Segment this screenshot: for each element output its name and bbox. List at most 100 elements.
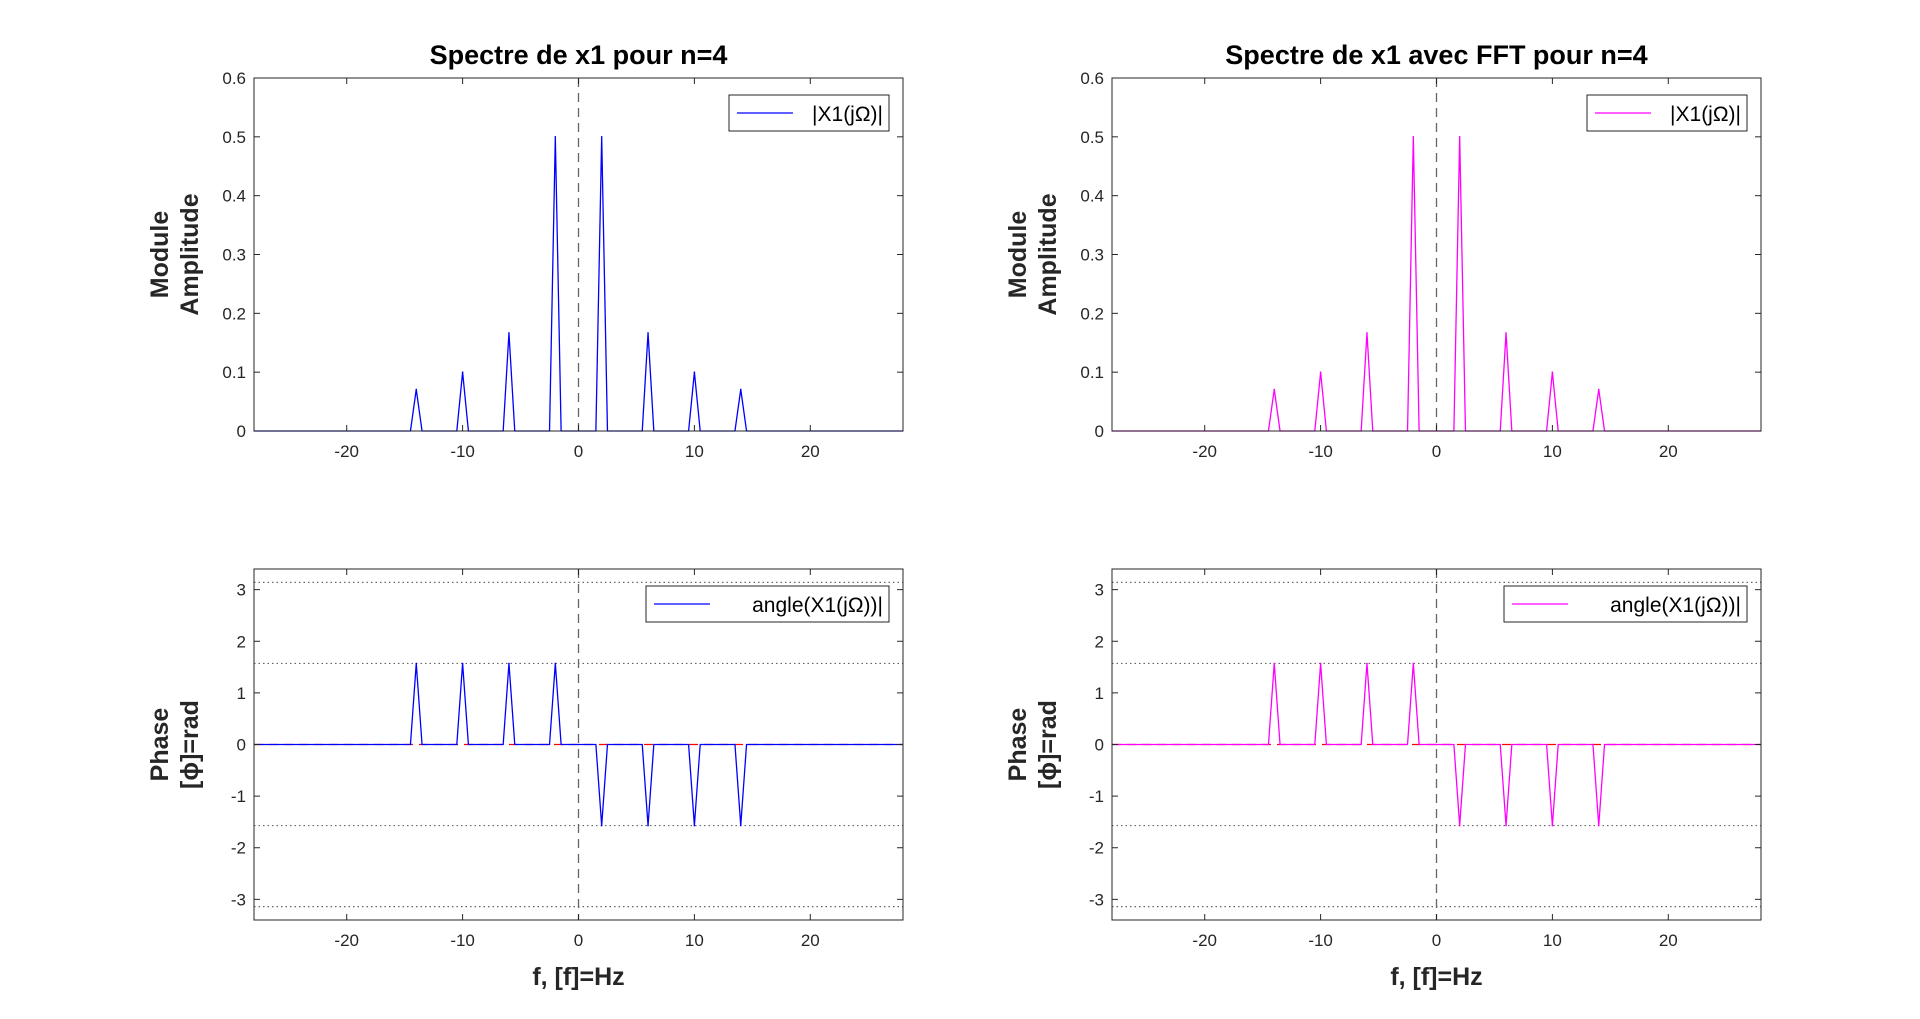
- y-tick-label: 0.3: [222, 246, 246, 265]
- y-tick-label: 0.4: [222, 187, 246, 206]
- data-point: [1366, 662, 1368, 665]
- y-tick-label: 1: [1095, 684, 1104, 703]
- x-tick-label: -10: [1308, 931, 1333, 950]
- y-tick-label: 0: [1095, 422, 1104, 441]
- y-tick-label: 0.2: [1080, 304, 1104, 323]
- y-tick-label: -2: [231, 839, 246, 858]
- legend-label: |X1(jΩ)|: [812, 103, 883, 126]
- data-point: [1273, 662, 1276, 665]
- data-point: [647, 332, 649, 334]
- plot-area: [1112, 78, 1761, 431]
- data-point: [1505, 332, 1507, 334]
- data-point: [1412, 662, 1415, 665]
- y-tick-label: 0.6: [1080, 69, 1104, 88]
- x-axis-label: f, [f]=Hz: [1390, 963, 1482, 991]
- y-axis-label-line: Module: [1004, 211, 1032, 299]
- data-point: [1412, 136, 1415, 138]
- x-tick-label: 0: [574, 931, 583, 950]
- data-point: [1505, 824, 1507, 827]
- y-axis-label-line: Phase: [1004, 708, 1032, 782]
- data-point: [693, 824, 696, 827]
- data-point: [1366, 332, 1368, 334]
- x-tick-label: 20: [801, 931, 820, 950]
- x-tick-label: 20: [801, 442, 820, 461]
- x-tick-label: 0: [1432, 931, 1441, 950]
- y-tick-label: 0.4: [1080, 187, 1104, 206]
- data-point: [1458, 824, 1461, 827]
- y-tick-label: 3: [1095, 581, 1104, 600]
- y-tick-label: 0.1: [222, 363, 246, 382]
- y-tick-label: -3: [1089, 890, 1104, 909]
- x-tick-label: -20: [334, 931, 359, 950]
- data-point: [647, 824, 649, 827]
- data-point: [508, 332, 510, 334]
- legend-label: |X1(jΩ)|: [1670, 103, 1741, 126]
- x-tick-label: -10: [1308, 442, 1333, 461]
- y-tick-label: 0: [237, 422, 246, 441]
- y-axis-label-line: [ϕ]=rad: [176, 700, 204, 789]
- y-tick-label: 0.5: [222, 128, 246, 147]
- y-tick-label: 0.1: [1080, 363, 1104, 382]
- y-axis-label-line: [ϕ]=rad: [1034, 700, 1062, 789]
- legend-label: angle(X1(jΩ))|: [752, 594, 883, 617]
- data-point: [693, 371, 696, 373]
- data-point: [1597, 388, 1600, 391]
- data-point: [600, 824, 603, 827]
- y-axis-label: Phase[ϕ]=rad: [1004, 700, 1062, 789]
- y-axis-label: Phase[ϕ]=rad: [146, 700, 204, 789]
- plot-title: Spectre de x1 pour n=4: [430, 40, 728, 70]
- data-point: [508, 662, 510, 665]
- data-point: [461, 662, 464, 665]
- data-point: [739, 388, 742, 391]
- plot-title: Spectre de x1 avec FFT pour n=4: [1225, 40, 1647, 70]
- data-point: [1551, 371, 1554, 373]
- y-axis-label-line: Phase: [146, 708, 174, 782]
- chart-mag-fft: -20 -10 0 10 20 0 0.1 0.2 0.3 0.4 0.5 0.6 Spectre de…: [1004, 40, 1762, 461]
- y-tick-label: -2: [1089, 839, 1104, 858]
- x-axis-label: f, [f]=Hz: [532, 963, 624, 991]
- y-tick-label: 2: [1095, 632, 1104, 651]
- x-tick-label: -10: [450, 442, 475, 461]
- y-axis-label-line: Amplitude: [176, 193, 204, 315]
- data-point: [1273, 388, 1276, 391]
- data-point: [600, 136, 603, 138]
- data-point: [739, 824, 742, 827]
- y-tick-label: 0: [1095, 736, 1104, 755]
- data-point: [1597, 824, 1600, 827]
- chart-mag-cont: -20 -10 0 10 20 0 0.1 0.2 0.3 0.4 0.5 0.6 Spectre de…: [146, 40, 904, 461]
- y-tick-label: 0.6: [222, 69, 246, 88]
- y-tick-label: -1: [1089, 787, 1104, 806]
- y-axis-label: ModuleAmplitude: [146, 193, 204, 315]
- x-tick-label: -20: [334, 442, 359, 461]
- x-tick-label: 10: [685, 442, 704, 461]
- series-line: [1112, 663, 1761, 826]
- data-point: [1551, 824, 1554, 827]
- x-tick-label: -20: [1192, 442, 1217, 461]
- x-tick-label: 10: [1543, 931, 1562, 950]
- data-point: [1319, 371, 1322, 373]
- data-point: [415, 662, 418, 665]
- series-line: [254, 663, 903, 826]
- data-point: [554, 136, 557, 138]
- y-tick-label: 0.2: [222, 304, 246, 323]
- data-point: [1319, 662, 1322, 665]
- y-tick-label: 2: [237, 632, 246, 651]
- y-tick-label: 0.5: [1080, 128, 1104, 147]
- y-tick-label: 0.3: [1080, 246, 1104, 265]
- x-tick-label: 10: [1543, 442, 1562, 461]
- data-point: [554, 662, 557, 665]
- plot-area: [254, 78, 903, 431]
- data-point: [1458, 136, 1461, 138]
- x-tick-label: 0: [574, 442, 583, 461]
- x-tick-label: 20: [1659, 931, 1678, 950]
- x-tick-label: 10: [685, 931, 704, 950]
- y-tick-label: 0: [237, 736, 246, 755]
- y-axis-label-line: Module: [146, 211, 174, 299]
- x-tick-label: -20: [1192, 931, 1217, 950]
- y-tick-label: -3: [231, 890, 246, 909]
- x-tick-label: -10: [450, 931, 475, 950]
